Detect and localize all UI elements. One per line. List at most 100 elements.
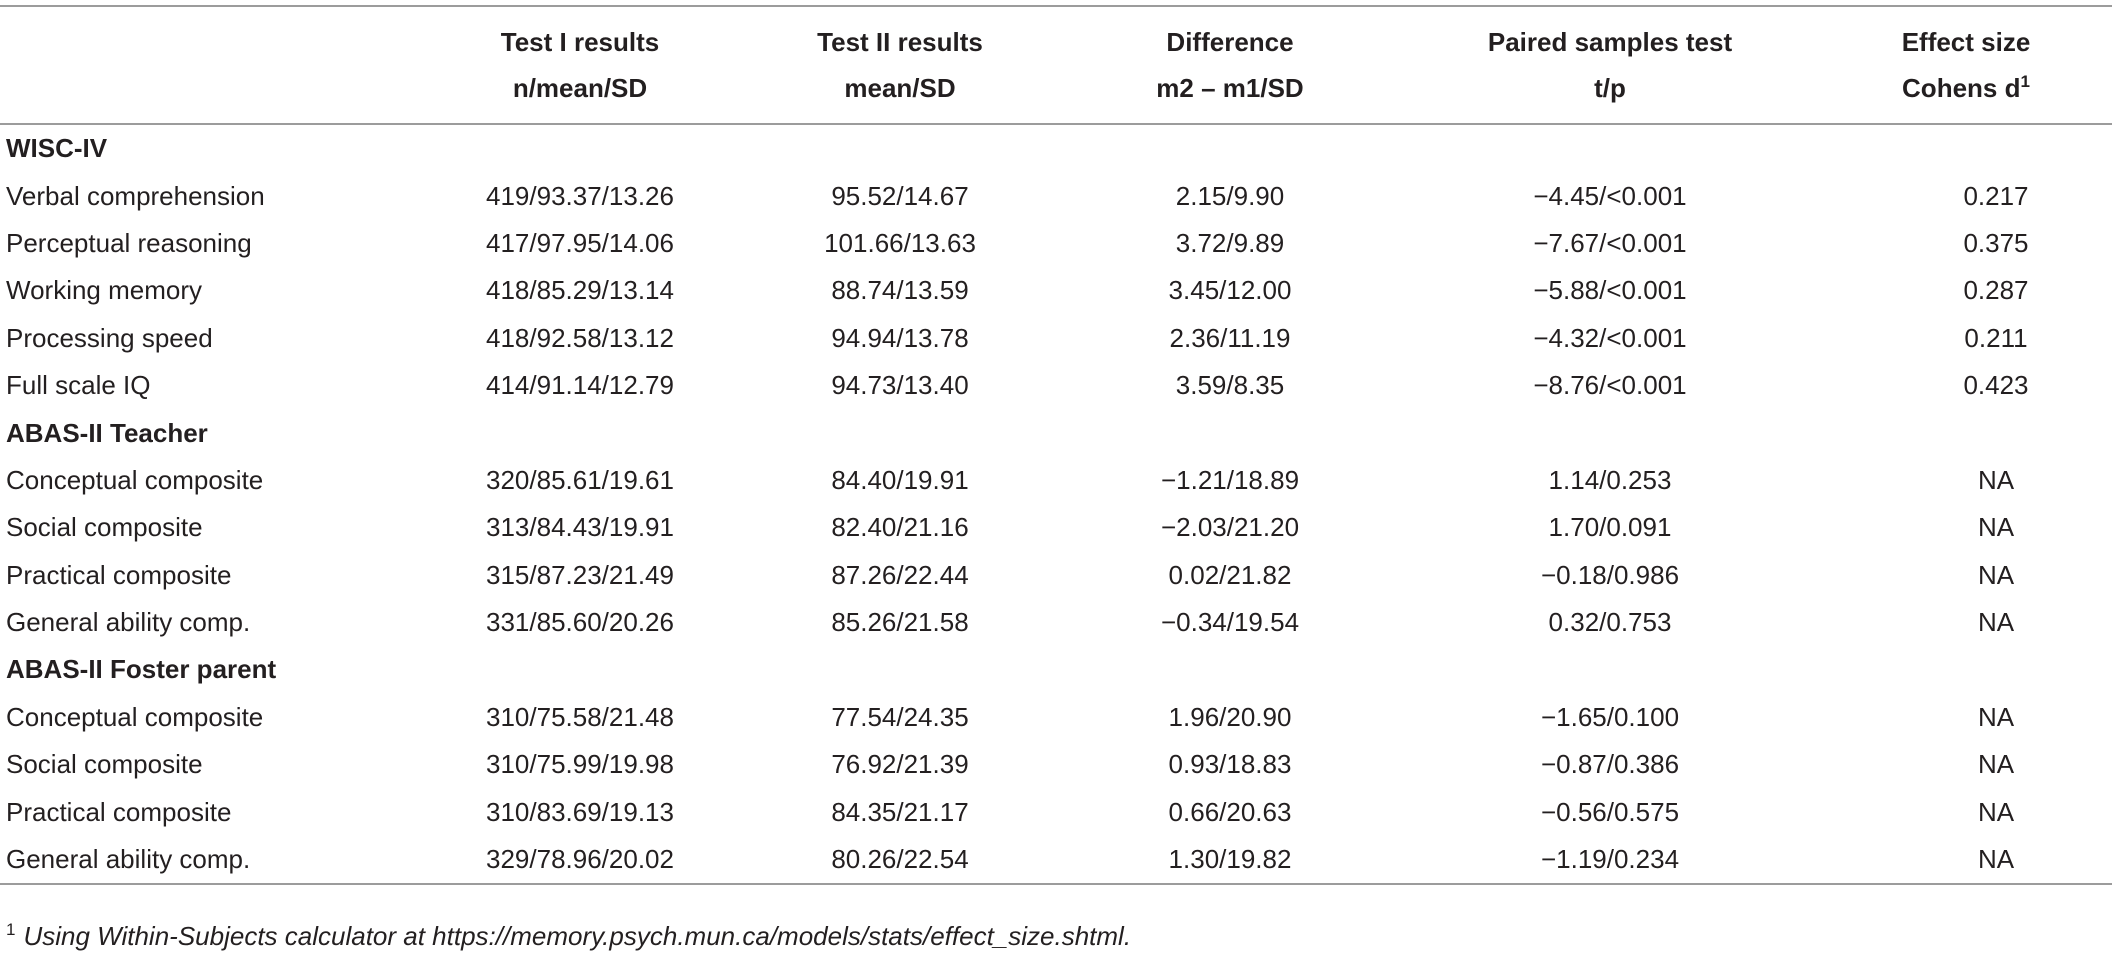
- header-test2-line2: mean/SD: [844, 73, 956, 103]
- header-cell-effect-size: Effect size Cohens d1: [1820, 5, 2112, 125]
- header-difference-line1: Difference: [1166, 27, 1294, 57]
- header-footnote-mark: 1: [2020, 72, 2030, 91]
- table-row: Practical composite 310/83.69/19.13 84.35/…: [0, 788, 2112, 835]
- cell-difference: 0.66/20.63: [1168, 796, 1292, 827]
- header-difference-line2: m2 – m1/SD: [1156, 73, 1304, 103]
- cell-paired-test: 0.32/0.753: [1548, 607, 1672, 638]
- table-row: Full scale IQ 414/91.14/12.79 94.73/13.40 3…: [0, 362, 2112, 409]
- row-label: Conceptual composite: [6, 464, 264, 495]
- table-row: General ability comp. 329/78.96/20.02 80.2…: [0, 835, 2112, 886]
- row-label: Full scale IQ: [6, 370, 151, 401]
- header-cell-test1: Test I results n/mean/SD: [420, 5, 740, 125]
- cell-paired-test: −4.45/<0.001: [1533, 180, 1687, 211]
- cell-test2: 95.52/14.67: [831, 180, 969, 211]
- row-label: Verbal comprehension: [6, 180, 265, 211]
- cell-paired-test: −1.19/0.234: [1400, 835, 1820, 886]
- cell-effect-size: NA: [1977, 464, 2015, 495]
- table-row: Working memory 418/85.29/13.14 88.74/13.59…: [0, 267, 2112, 314]
- cell-difference: 2.15/9.90: [1175, 180, 1285, 211]
- cell-effect-size: 0.375: [1963, 227, 2029, 258]
- table-row: General ability comp. 331/85.60/20.26 85.2…: [0, 599, 2112, 646]
- cell-effect-size: NA: [1977, 749, 2015, 780]
- row-label: General ability comp.: [6, 607, 251, 638]
- cell-effect-size: NA: [1977, 701, 2015, 732]
- header-cell-test2: Test II results mean/SD: [740, 5, 1060, 125]
- table-row: Processing speed 418/92.58/13.12 94.94/13.…: [0, 315, 2112, 362]
- cell-test2: 85.26/21.58: [831, 607, 969, 638]
- table-row: Social composite 313/84.43/19.91 82.40/21.…: [0, 504, 2112, 551]
- cell-test1: 310/75.58/21.48: [486, 701, 674, 732]
- table-row: Conceptual composite 310/75.58/21.48 77.54…: [0, 694, 2112, 741]
- header-cell-label: [0, 5, 420, 125]
- cell-difference: 0.93/18.83: [1168, 749, 1292, 780]
- cell-paired-test: −7.67/<0.001: [1533, 227, 1687, 258]
- table-row: Perceptual reasoning 417/97.95/14.06 101.6…: [0, 220, 2112, 267]
- header-effect-line2: Cohens d1: [1820, 65, 2112, 111]
- cell-test2: 80.26/22.54: [740, 835, 1060, 886]
- cell-paired-test: −0.87/0.386: [1540, 749, 1680, 780]
- table-header: Test I results n/mean/SD Test II results…: [0, 5, 2112, 125]
- cell-test2: 88.74/13.59: [831, 275, 969, 306]
- row-label: Practical composite: [6, 796, 232, 827]
- cell-effect-size: 0.217: [1963, 180, 2029, 211]
- cell-test2: 84.35/21.17: [831, 796, 969, 827]
- cell-test2: 94.73/13.40: [831, 370, 969, 401]
- section-header-row: WISC-IV: [0, 124, 2112, 172]
- row-label: Conceptual composite: [6, 701, 264, 732]
- cell-effect-size: NA: [1977, 607, 2015, 638]
- row-label: Social composite: [6, 749, 203, 780]
- footnote-text: Using Within-Subjects calculator at http…: [23, 921, 1132, 951]
- cell-test2: 76.92/21.39: [831, 749, 969, 780]
- header-row: Test I results n/mean/SD Test II results…: [0, 5, 2112, 125]
- cell-difference: −1.21/18.89: [1160, 464, 1300, 495]
- cell-test1: 315/87.23/21.49: [486, 559, 674, 590]
- cell-test2: 82.40/21.16: [831, 512, 969, 543]
- cell-effect-size: 0.423: [1963, 370, 2029, 401]
- cell-test1: 329/78.96/20.02: [420, 835, 740, 886]
- cell-test1: 419/93.37/13.26: [486, 180, 674, 211]
- header-cell-paired: Paired samples test t/p: [1400, 5, 1820, 125]
- row-label: Perceptual reasoning: [6, 227, 252, 258]
- cell-paired-test: −0.56/0.575: [1540, 796, 1680, 827]
- cell-paired-test: −8.76/<0.001: [1533, 370, 1687, 401]
- row-label: Practical composite: [6, 559, 232, 590]
- cell-test1: 310/75.99/19.98: [486, 749, 674, 780]
- cell-difference: 0.02/21.82: [1168, 559, 1292, 590]
- cell-paired-test: −4.32/<0.001: [1533, 322, 1687, 353]
- row-label: Working memory: [6, 275, 203, 306]
- section-title: ABAS-II Foster parent: [6, 654, 277, 685]
- cell-difference: −0.34/19.54: [1160, 607, 1300, 638]
- cell-paired-test: 1.70/0.091: [1548, 512, 1672, 543]
- header-cell-difference: Difference m2 – m1/SD: [1060, 5, 1400, 125]
- footnote-mark: 1: [6, 920, 16, 939]
- cell-test2: 87.26/22.44: [831, 559, 969, 590]
- row-label: Processing speed: [6, 322, 213, 353]
- section-title: WISC-IV: [6, 133, 108, 164]
- table-row: Verbal comprehension 419/93.37/13.26 95.52…: [0, 172, 2112, 219]
- table-row: Social composite 310/75.99/19.98 76.92/21.…: [0, 741, 2112, 788]
- cell-test2: 84.40/19.91: [831, 464, 969, 495]
- table-body: WISC-IV Verbal comprehension 419/93.37/13.…: [0, 124, 2112, 886]
- cell-effect-size: NA: [1977, 796, 2015, 827]
- cell-difference: 1.30/19.82: [1060, 835, 1400, 886]
- cell-test1: 417/97.95/14.06: [486, 227, 674, 258]
- header-test2-line1: Test II results: [817, 27, 983, 57]
- cell-test1: 320/85.61/19.61: [486, 464, 674, 495]
- header-paired-line2: t/p: [1594, 73, 1626, 103]
- section-header-row: ABAS-II Teacher: [0, 409, 2112, 456]
- cell-test2: 77.54/24.35: [831, 701, 969, 732]
- row-label: Social composite: [6, 512, 203, 543]
- cell-test1: 310/83.69/19.13: [486, 796, 674, 827]
- cell-difference: 3.72/9.89: [1175, 227, 1285, 258]
- cell-difference: 2.36/11.19: [1169, 322, 1291, 353]
- section-header-row: ABAS-II Foster parent: [0, 646, 2112, 693]
- cell-effect-size: NA: [1977, 512, 2015, 543]
- header-test1-line2: n/mean/SD: [512, 73, 648, 103]
- cell-test2: 94.94/13.78: [831, 322, 969, 353]
- cell-paired-test: −0.18/0.986: [1540, 559, 1680, 590]
- cell-test1: 418/85.29/13.14: [486, 275, 674, 306]
- cell-difference: 1.96/20.90: [1168, 701, 1292, 732]
- cell-paired-test: −1.65/0.100: [1540, 701, 1680, 732]
- cell-difference: 3.59/8.35: [1175, 370, 1285, 401]
